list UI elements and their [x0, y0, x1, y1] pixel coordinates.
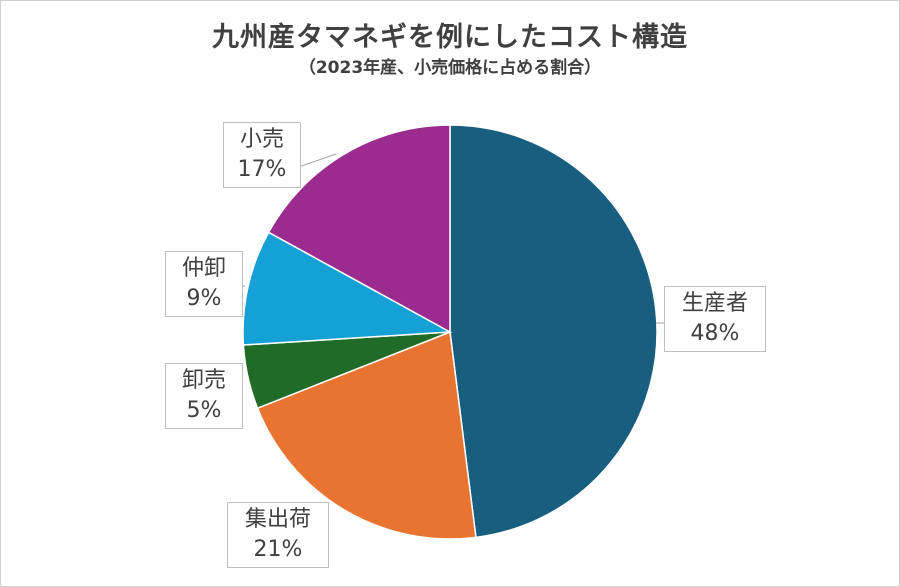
- slice-label-name: 小売: [239, 127, 284, 152]
- slice-label-name: 仲卸: [181, 256, 226, 281]
- slice-shipping: [256, 330, 477, 540]
- chart-subtitle: （2023年産、小売価格に占める割合）: [298, 58, 602, 78]
- slice-producer: [449, 124, 658, 539]
- slice-label-name: 卸売: [181, 368, 226, 393]
- slice-label-value: 21%: [253, 537, 303, 562]
- slice-label-wholesale: 卸売 5%: [165, 363, 243, 429]
- pie-slices: [242, 124, 658, 540]
- slice-label-intermediate: 仲卸 9%: [165, 251, 243, 317]
- slice-label-retail: 小売 17%: [223, 122, 301, 188]
- slice-label-value: 9%: [186, 286, 222, 311]
- slice-label-value: 5%: [186, 398, 222, 423]
- slice-intermediate: [242, 231, 453, 346]
- slice-label-value: 17%: [237, 157, 287, 182]
- slice-label-name: 集出荷: [244, 507, 311, 532]
- slice-label-value: 48%: [690, 321, 740, 346]
- chart-title: 九州産タマネギを例にしたコスト構造: [212, 22, 688, 53]
- slice-label-name: 生産者: [681, 291, 748, 316]
- slice-label-shipping: 集出荷 21%: [227, 502, 329, 568]
- slice-retail: [267, 124, 451, 334]
- slice-label-producer: 生産者 48%: [664, 286, 766, 352]
